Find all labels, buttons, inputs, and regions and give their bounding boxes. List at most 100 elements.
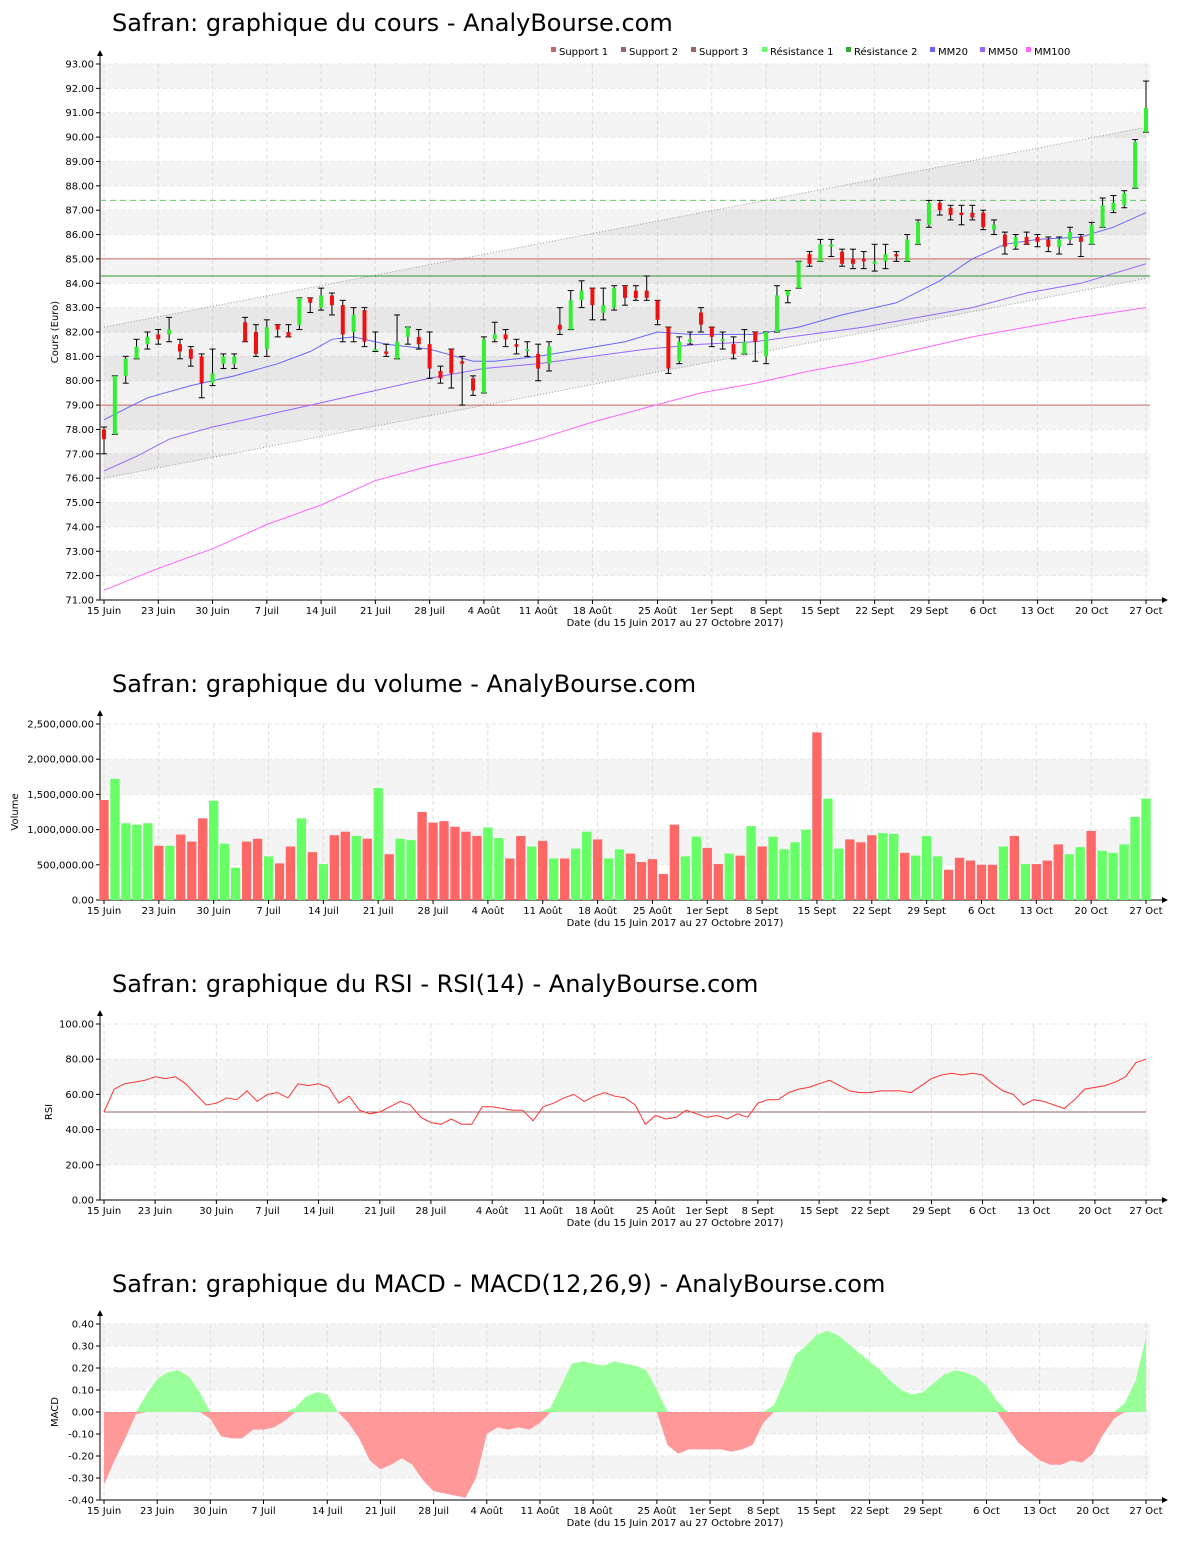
candle-body xyxy=(243,322,248,342)
y-tick-label: -0.10 xyxy=(68,1430,94,1441)
volume-bar xyxy=(1031,864,1041,900)
x-tick-label: 18 Août xyxy=(574,1505,613,1517)
y-tick-label: 60.00 xyxy=(65,1090,94,1101)
candle-body xyxy=(850,258,855,264)
candle-body xyxy=(612,288,617,308)
y-tick-label: 1,500,000.00 xyxy=(27,790,94,801)
volume-bar xyxy=(998,846,1009,900)
volume-bar xyxy=(538,840,548,900)
x-axis-arrow xyxy=(1162,897,1168,903)
candle-body xyxy=(731,344,736,354)
candle-body xyxy=(557,324,562,330)
x-tick-label: 6 Oct xyxy=(970,606,997,617)
legend-label: MM100 xyxy=(1034,47,1070,58)
candle-body xyxy=(764,332,769,357)
price-chart-plot: 15 Juin 23 Juin 30 Juin 7 Juil 14 Juil 21 Jui… xyxy=(50,46,1168,629)
x-tick-label: 18 Août xyxy=(573,605,612,617)
grid-band xyxy=(100,64,1150,89)
y-axis-title: RSI xyxy=(44,1104,55,1120)
x-tick-label: 22 Sept xyxy=(850,1506,889,1517)
volume-bar xyxy=(187,841,197,900)
candle-body xyxy=(514,344,519,347)
mm100-line xyxy=(103,307,1147,591)
legend-label: MM20 xyxy=(938,47,968,58)
candle-body xyxy=(416,336,421,345)
x-tick-label: 29 Sept xyxy=(903,1506,942,1517)
grid-band xyxy=(100,112,1150,138)
x-tick-label: 29 Sept xyxy=(907,906,946,917)
x-tick-label: 13 Oct xyxy=(1020,906,1053,917)
volume-bar xyxy=(636,861,647,900)
volume-bar xyxy=(450,826,460,900)
candle-body xyxy=(623,285,627,298)
y-tick-label: 0.10 xyxy=(72,1386,94,1397)
volume-bar xyxy=(900,852,910,900)
volume-bar xyxy=(911,855,921,900)
x-axis-arrow xyxy=(1162,1197,1168,1203)
candle-body xyxy=(1068,232,1073,240)
candle-body xyxy=(188,349,193,359)
volume-bar xyxy=(417,812,427,900)
legend-label: Support 3 xyxy=(699,47,748,58)
grid-band xyxy=(100,405,1150,430)
volume-bar xyxy=(603,858,614,900)
volume-bar xyxy=(768,836,778,900)
candle-body xyxy=(297,297,302,325)
y-tick-label: 77.00 xyxy=(65,449,94,460)
candle-body xyxy=(460,361,465,364)
y-axis-arrow xyxy=(97,1310,103,1316)
candle-body xyxy=(340,305,345,335)
x-tick-label: 4 Août xyxy=(470,1505,503,1517)
volume-bar xyxy=(230,867,241,900)
volume-bar xyxy=(1108,852,1118,900)
x-tick-label: 29 Sept xyxy=(912,1206,951,1217)
candle-body xyxy=(1111,202,1116,211)
candle-body xyxy=(102,429,106,440)
candle-body xyxy=(840,251,845,264)
volume-bar xyxy=(121,823,131,900)
candle-body xyxy=(720,339,725,342)
candle-body xyxy=(449,349,454,374)
volume-bar xyxy=(581,831,592,900)
x-tick-label: 6 Oct xyxy=(968,906,995,917)
candle-body xyxy=(405,327,410,337)
y-tick-label: 78.00 xyxy=(65,425,94,436)
x-tick-label: 21 Juil xyxy=(365,1506,396,1517)
volume-bar xyxy=(143,823,153,900)
candle-body xyxy=(492,334,497,340)
y-tick-label: 93.00 xyxy=(65,60,94,71)
y-tick-label: 84.00 xyxy=(65,279,94,290)
y-tick-label: 0.00 xyxy=(72,1408,94,1419)
x-tick-label: 15 Sept xyxy=(797,1506,836,1517)
x-tick-label: 30 Juin xyxy=(199,1206,233,1217)
y-tick-label: 86.00 xyxy=(65,230,94,241)
candle-body xyxy=(785,290,790,296)
grid-band xyxy=(100,1129,1150,1165)
volume-bar xyxy=(965,860,976,900)
candle-body xyxy=(1089,224,1094,245)
x-tick-label: 21 Juil xyxy=(360,606,391,617)
volume-bar xyxy=(647,859,658,900)
x-tick-label: 21 Juil xyxy=(363,906,394,917)
x-tick-label: 8 Sept xyxy=(750,606,782,617)
y-tick-label: 0.40 xyxy=(72,1320,94,1331)
y-tick-label: 40.00 xyxy=(65,1125,94,1136)
candle-body xyxy=(861,258,866,262)
volume-chart: Safran: graphique du volume - AnalyBours… xyxy=(0,660,1200,940)
y-tick-label: 500,000.00 xyxy=(37,860,94,871)
volume-bar xyxy=(307,852,318,900)
price-chart: Safran: graphique du cours - AnalyBourse… xyxy=(0,0,1200,640)
x-tick-label: 27 Oct xyxy=(1129,1206,1162,1217)
y-axis-arrow xyxy=(97,50,103,56)
y-tick-label: 74.00 xyxy=(65,522,94,533)
volume-bar xyxy=(373,788,383,900)
y-tick-label: -0.40 xyxy=(68,1496,94,1507)
candle-body xyxy=(926,202,931,225)
candle-body xyxy=(525,349,530,352)
y-tick-label: 90.00 xyxy=(65,133,94,144)
volume-bar xyxy=(1053,844,1063,900)
x-tick-label: 29 Sept xyxy=(910,606,949,617)
x-tick-label: 20 Oct xyxy=(1075,606,1108,617)
y-tick-label: -0.30 xyxy=(68,1474,94,1485)
candle-body xyxy=(579,290,584,301)
